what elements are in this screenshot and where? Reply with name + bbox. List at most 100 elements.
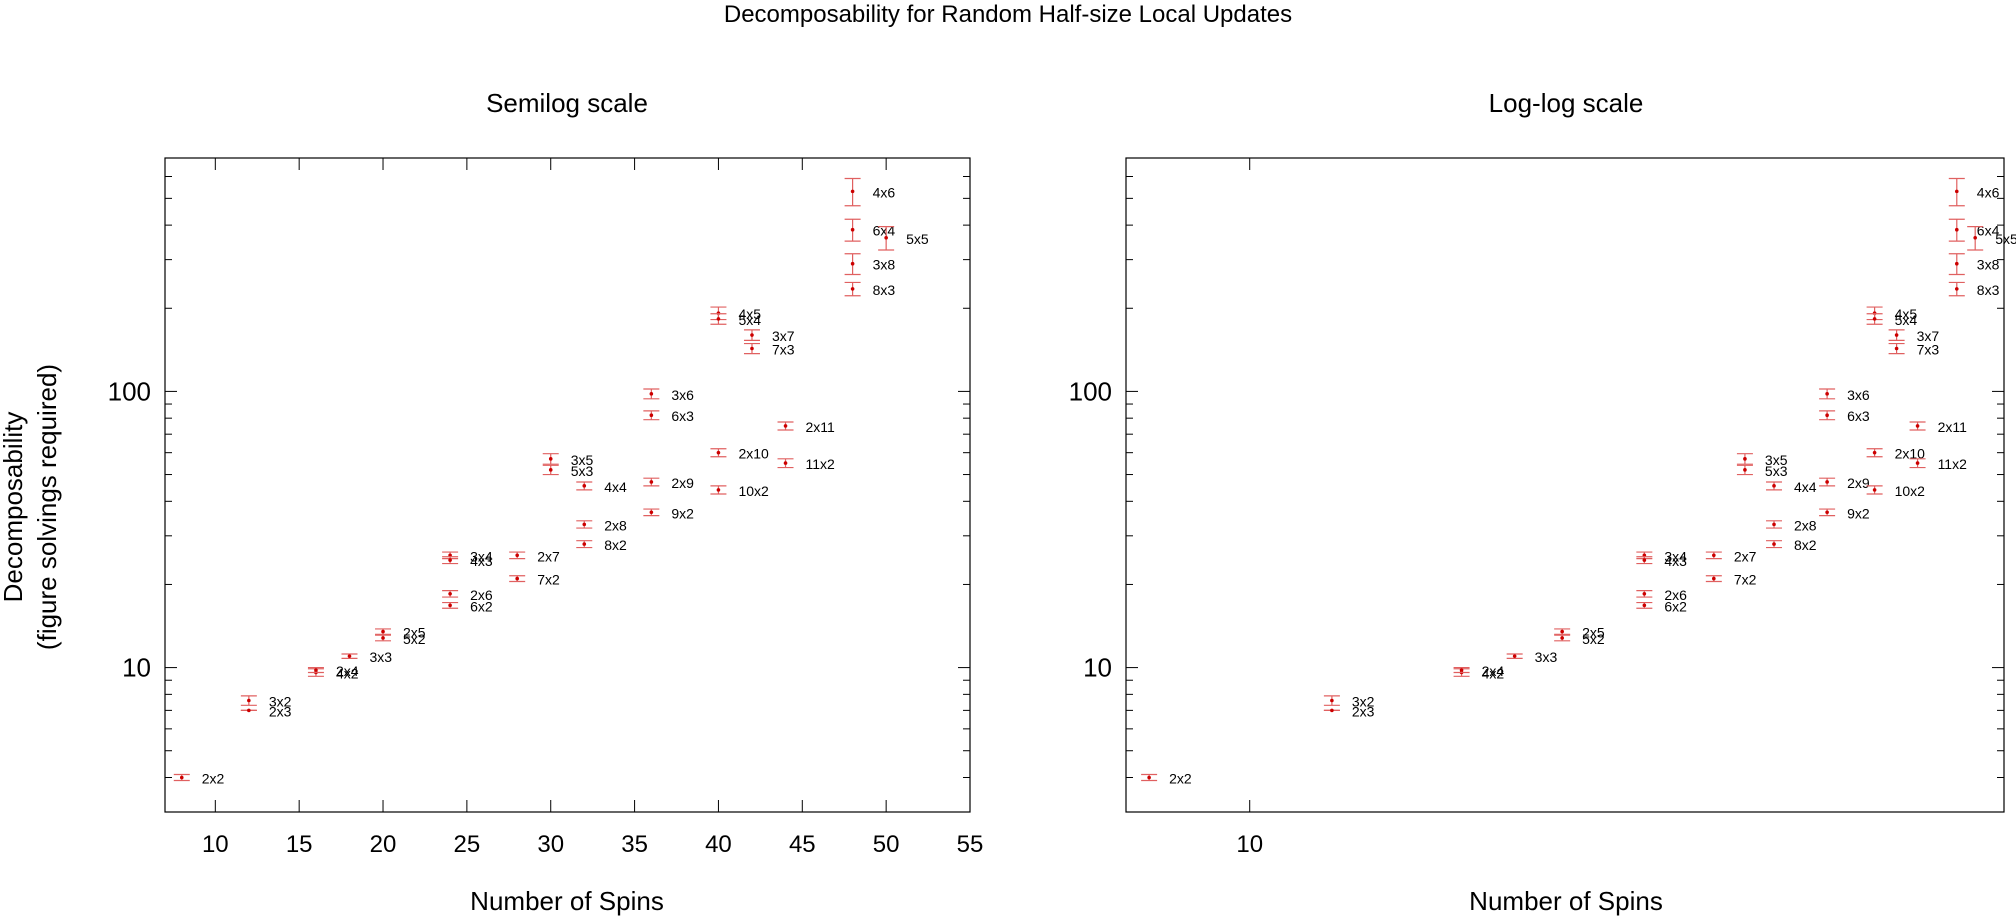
data-point: 5x3 [1736,463,1788,479]
point-marker [1915,461,1920,465]
point-marker [783,461,788,465]
data-point: 2x10 [1866,446,1925,462]
point-label: 6x2 [1664,598,1687,614]
data-point: 5x5 [878,226,929,251]
point-label: 5x2 [1582,631,1605,647]
point-marker [548,468,553,472]
point-marker [381,629,385,634]
point-label: 3x3 [369,649,392,665]
point-marker [1825,480,1829,484]
data-point: 3x5 [1736,452,1788,468]
point-label: 3x7 [1917,328,1940,344]
point-label: 5x3 [571,463,594,479]
data-point: 9x2 [1819,505,1870,521]
point-label: 7x3 [772,342,795,358]
loglog-x-axis-label: Number of Spins [1469,886,1663,916]
data-point: 4x6 [1948,177,2000,207]
data-point: 2x11 [777,419,836,435]
point-label: 2x3 [1352,703,1375,719]
data-point: 2x10 [710,446,769,462]
semilog-ticks: 10 15 20 25 30 35 40 45 50 55 10 100 [108,157,983,858]
point-label: 3x6 [1847,387,1870,403]
point-label: 2x10 [738,446,769,462]
data-point: 2x6 [1636,587,1687,603]
point-marker [1330,698,1334,703]
semilog-x-axis-label: Number of Spins [470,886,664,916]
point-label: 3x7 [772,328,795,344]
figure-suptitle: Decomposability for Random Half-size Loc… [724,1,1292,28]
point-marker [750,346,754,351]
x-tick-label: 20 [370,831,397,858]
data-point: 2x9 [643,475,694,491]
data-point: 2x4 [307,663,359,679]
point-marker [448,591,452,596]
data-point: 8x3 [844,281,895,298]
point-marker [1642,591,1647,596]
point-marker [716,450,721,455]
point-marker [381,636,385,640]
x-tick-label: 15 [286,831,313,858]
point-label: 3x2 [1352,694,1375,710]
point-label: 2x2 [1169,770,1192,786]
x-tick-label: 10 [1236,831,1263,858]
data-point: 9x2 [643,505,694,521]
data-point: 4x3 [1636,553,1687,569]
x-tick-label: 10 [202,831,229,858]
point-label: 7x2 [537,572,560,588]
semilog-panel: Semilog scale Decomposability (figure so… [0,88,983,916]
point-label: 11x2 [806,456,836,472]
point-marker [884,235,888,240]
point-label: 3x4 [1664,548,1687,564]
data-point: 3x6 [1819,387,1870,403]
point-marker [1894,333,1899,337]
point-label: 2x3 [269,703,292,719]
point-label: 4x6 [873,184,896,200]
point-label: 5x5 [906,231,929,247]
data-point: 2x3 [240,703,292,719]
data-point: 11x2 [777,456,836,472]
data-point: 7x3 [743,342,795,358]
data-point: 2x6 [442,587,493,603]
data-point: 3x7 [1888,328,1940,344]
data-point: 3x2 [1323,694,1375,710]
data-point: 5x3 [542,463,594,479]
point-label: 2x9 [671,475,694,491]
point-marker [1743,457,1747,461]
point-marker [716,317,721,321]
point-marker [850,261,855,266]
point-label: 2x5 [403,625,426,641]
point-marker [1872,488,1877,492]
point-marker [1642,558,1647,562]
point-label: 4x4 [1794,479,1817,495]
data-point: 6x3 [1819,408,1870,424]
point-label: 4x6 [1977,184,2000,200]
x-tick-label: 40 [705,831,732,858]
point-label: 8x2 [604,537,627,553]
point-label: 3x5 [1765,452,1788,468]
point-label: 3x6 [671,387,694,403]
point-marker [582,484,587,488]
point-label: 9x2 [1847,505,1870,521]
data-point: 11x2 [1909,456,1968,472]
point-marker [649,510,654,515]
point-label: 2x11 [806,419,836,435]
data-point: 10x2 [710,483,769,499]
point-marker [783,424,788,428]
point-label: 4x5 [1895,306,1918,322]
point-marker [850,287,855,291]
point-marker [1825,510,1829,515]
point-label: 3x8 [1977,257,2000,273]
data-point: 8x2 [576,537,627,553]
point-label: 2x5 [1582,625,1605,641]
data-point: 5x4 [1866,312,1917,328]
y-tick-label: 100 [108,376,151,406]
point-marker [1954,287,1959,291]
data-point: 3x5 [542,452,594,468]
data-point: 5x4 [710,312,761,328]
point-marker [1459,668,1464,672]
point-marker [1743,468,1747,472]
point-label: 8x3 [1977,282,2000,298]
point-label: 11x2 [1938,456,1968,472]
point-label: 7x2 [1734,572,1757,588]
point-label: 6x3 [671,408,694,424]
